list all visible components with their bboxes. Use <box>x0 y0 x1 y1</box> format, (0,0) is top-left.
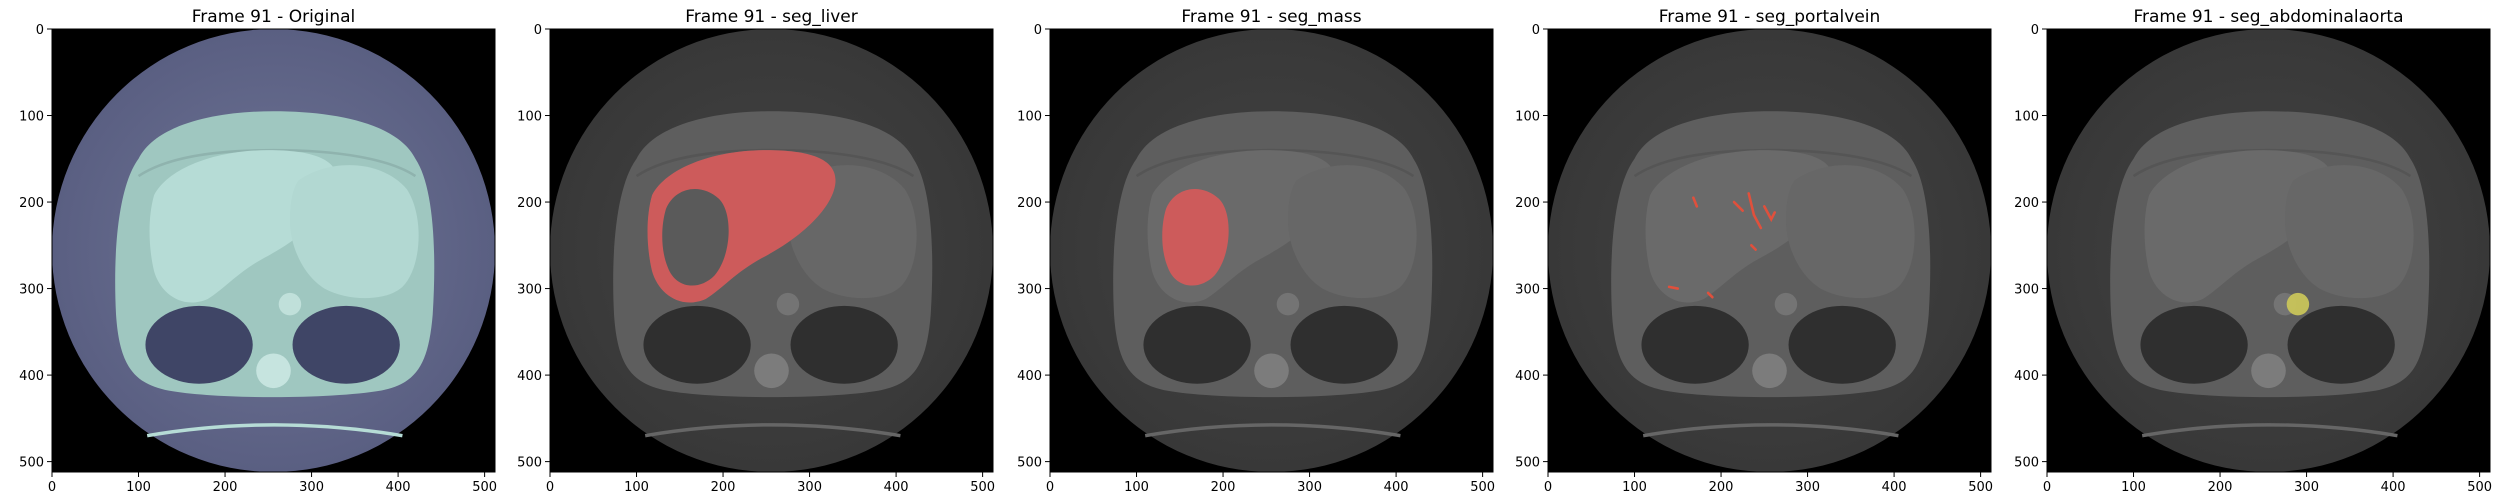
x-tick-label: 500 <box>1470 480 1495 495</box>
x-tick-label: 0 <box>48 480 56 495</box>
ct-image <box>2047 29 2490 472</box>
y-tick-label: 200 <box>19 196 44 211</box>
x-tick-label: 0 <box>546 480 554 495</box>
panel-original: Frame 91 - Original 0 100 200 300 400 500 0 100 2… <box>19 7 497 495</box>
y-tick-label: 300 <box>2014 283 2039 298</box>
ct-image <box>52 29 495 472</box>
x-tick-label: 400 <box>884 480 909 495</box>
x-tick-label: 400 <box>1882 480 1907 495</box>
mass-mask <box>1162 189 1229 286</box>
x-tick-label: 100 <box>1124 480 1149 495</box>
x-tick-label: 200 <box>711 480 736 495</box>
y-tick-label: 400 <box>19 369 44 384</box>
y-tick-label: 0 <box>2031 23 2039 38</box>
x-tick-label: 0 <box>2043 480 2051 495</box>
y-tick-label: 500 <box>19 456 44 471</box>
y-tick-label: 500 <box>2014 456 2039 471</box>
panel-portalvein: Frame 91 - seg_portalvein 0 100 200 300 400 50… <box>1515 7 1993 495</box>
y-tick-label: 100 <box>2014 110 2039 125</box>
y-tick-label: 300 <box>19 283 44 298</box>
x-tick-label: 100 <box>2121 480 2146 495</box>
y-tick-label: 200 <box>2014 196 2039 211</box>
panel-title: Frame 91 - seg_abdominalaorta <box>2133 7 2403 27</box>
y-tick-label: 100 <box>1017 110 1042 125</box>
x-tick-label: 100 <box>126 480 151 495</box>
x-tick-label: 400 <box>2381 480 2406 495</box>
ct-image <box>1548 29 1991 472</box>
x-tick-label: 200 <box>1211 480 1236 495</box>
x-tick-label: 300 <box>1795 480 1820 495</box>
axes-frame <box>1049 28 1494 473</box>
mass-hole <box>662 189 729 286</box>
x-tick-label: 500 <box>472 480 497 495</box>
panel-title: Frame 91 - Original <box>192 7 355 27</box>
aorta-mask <box>2286 292 2310 316</box>
axes-frame <box>1547 28 1992 473</box>
portalvein-mask <box>1667 192 1776 299</box>
axes-frame <box>2046 28 2491 473</box>
y-tick-label: 200 <box>517 196 542 211</box>
axes-frame <box>51 28 496 473</box>
panel-title: Frame 91 - seg_liver <box>685 7 858 27</box>
y-tick-label: 0 <box>36 23 44 38</box>
x-tick-label: 200 <box>213 480 238 495</box>
y-tick-label: 500 <box>1515 456 1540 471</box>
ct-image <box>1050 29 1493 472</box>
y-tick-label: 0 <box>1034 23 1042 38</box>
y-tick-label: 300 <box>1017 283 1042 298</box>
panel-title: Frame 91 - seg_portalvein <box>1659 7 1881 27</box>
y-tick-label: 300 <box>1515 283 1540 298</box>
x-tick-label: 200 <box>2208 480 2233 495</box>
y-tick-label: 400 <box>1017 369 1042 384</box>
y-tick-label: 400 <box>517 369 542 384</box>
y-tick-label: 400 <box>1515 369 1540 384</box>
x-tick-label: 500 <box>2467 480 2492 495</box>
y-tick-label: 0 <box>1532 23 1540 38</box>
ct-image <box>550 29 993 472</box>
x-tick-label: 300 <box>797 480 822 495</box>
x-tick-label: 300 <box>2294 480 2319 495</box>
x-tick-label: 400 <box>386 480 411 495</box>
x-tick-label: 500 <box>1968 480 1993 495</box>
y-tick-label: 300 <box>517 283 542 298</box>
x-tick-label: 0 <box>1544 480 1552 495</box>
y-tick-label: 400 <box>2014 369 2039 384</box>
y-tick-label: 200 <box>1515 196 1540 211</box>
x-tick-label: 300 <box>1297 480 1322 495</box>
panel-mass: Frame 91 - seg_mass 0 100 200 300 400 500 0 100 2… <box>1017 7 1495 495</box>
x-tick-label: 100 <box>1622 480 1647 495</box>
y-tick-label: 0 <box>534 23 542 38</box>
x-tick-label: 400 <box>1384 480 1409 495</box>
panel-abdominalaorta: Frame 91 - seg_abdominalaorta 0 100 200 300 4… <box>2014 7 2492 495</box>
y-tick-label: 500 <box>1017 456 1042 471</box>
x-tick-label: 0 <box>1046 480 1054 495</box>
y-tick-label: 500 <box>517 456 542 471</box>
y-tick-label: 100 <box>19 110 44 125</box>
x-tick-label: 200 <box>1709 480 1734 495</box>
y-tick-label: 100 <box>517 110 542 125</box>
panel-liver: Frame 91 - seg_liver 0 100 200 300 400 500 0 100… <box>517 7 995 495</box>
y-tick-label: 100 <box>1515 110 1540 125</box>
y-tick-label: 200 <box>1017 196 1042 211</box>
x-tick-label: 500 <box>970 480 995 495</box>
axes-frame <box>549 28 994 473</box>
x-tick-label: 100 <box>624 480 649 495</box>
x-tick-label: 300 <box>299 480 324 495</box>
panel-title: Frame 91 - seg_mass <box>1181 7 1361 27</box>
